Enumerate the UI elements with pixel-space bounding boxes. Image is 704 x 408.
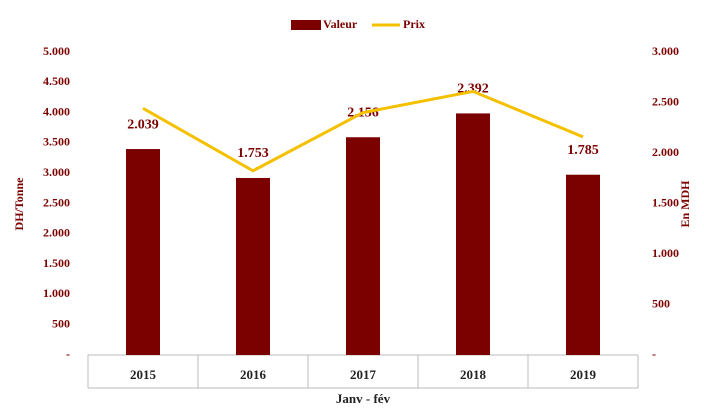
y-tick-label: 2.500 — [43, 195, 70, 209]
bar — [456, 113, 490, 356]
data-label: 2.039 — [127, 117, 159, 132]
y-tick-label: 1.500 — [43, 256, 70, 270]
legend-label: Valeur — [323, 17, 358, 31]
legend-label: Prix — [403, 17, 425, 31]
x-tick-label: 2015 — [130, 367, 157, 382]
legend-swatch — [291, 20, 321, 30]
y2-tick-label: 3.000 — [652, 44, 679, 58]
y2-axis-label: En MDH — [678, 180, 692, 228]
bar — [236, 177, 270, 355]
y2-tick-label: 2.500 — [652, 94, 679, 108]
y-tick-label: 5.000 — [43, 44, 70, 58]
y2-tick-label: 500 — [652, 296, 670, 310]
y2-tick-label: 1.500 — [652, 195, 679, 209]
x-axis-label: Janv - fév — [336, 391, 391, 406]
y2-tick-label: 1.000 — [652, 246, 679, 260]
bar — [566, 174, 600, 355]
y-tick-label: 3.000 — [43, 165, 70, 179]
data-label: 1.785 — [567, 143, 599, 158]
line — [142, 89, 584, 173]
x-tick-label: 2018 — [460, 367, 487, 382]
y-tick-label: 2.000 — [43, 226, 70, 240]
bar — [346, 137, 380, 355]
y-tick-label: 3.500 — [43, 135, 70, 149]
y-tick-label: 4.000 — [43, 104, 70, 118]
x-tick-label: 2019 — [570, 367, 597, 382]
y-tick-label: 4.500 — [43, 74, 70, 88]
y-tick-label: 1.000 — [43, 286, 70, 300]
y-axis-label: DH/Tonne — [12, 177, 26, 231]
y2-tick-label: 2.000 — [652, 145, 679, 159]
x-tick-label: 2017 — [350, 367, 377, 382]
bar — [126, 149, 160, 355]
data-label: 1.753 — [237, 146, 269, 161]
y2-tick-label: - — [652, 347, 656, 361]
x-tick-label: 2016 — [240, 367, 267, 382]
y-tick-label: 500 — [52, 316, 70, 330]
y-tick-label: - — [66, 347, 70, 361]
